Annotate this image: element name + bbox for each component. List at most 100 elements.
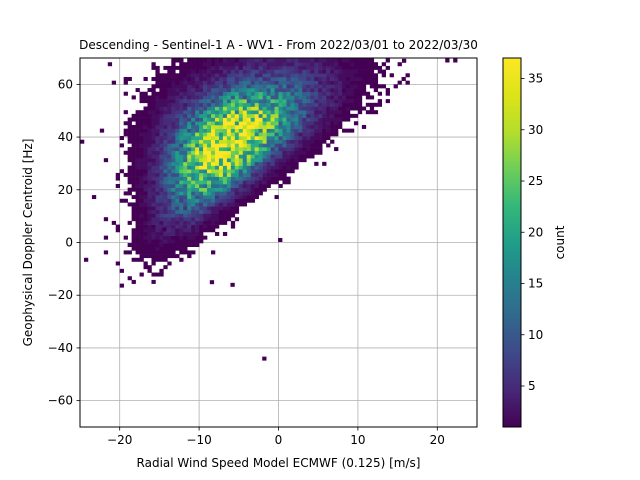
histogram-bin — [246, 58, 252, 63]
histogram-bin — [353, 113, 359, 118]
histogram-bin — [143, 198, 148, 203]
histogram-bin — [203, 158, 208, 163]
histogram-bin — [330, 110, 335, 115]
histogram-bin — [334, 124, 339, 129]
histogram-bin — [270, 172, 275, 177]
histogram-bin — [326, 80, 331, 85]
histogram-bin — [147, 113, 152, 118]
histogram-bin — [286, 113, 291, 118]
histogram-bin — [365, 73, 371, 78]
histogram-bin — [179, 224, 184, 229]
histogram-bin — [199, 110, 204, 115]
histogram-bin — [334, 80, 339, 85]
histogram-bin — [151, 209, 156, 214]
histogram-bin — [203, 213, 208, 218]
histogram-bin — [286, 180, 291, 185]
histogram-bin — [171, 228, 176, 233]
histogram-bin — [326, 102, 331, 107]
histogram-bin — [270, 62, 275, 67]
histogram-bin — [155, 169, 160, 174]
histogram-bin — [385, 58, 390, 63]
histogram-bin — [159, 165, 164, 170]
histogram-bin — [135, 195, 140, 200]
histogram-bin — [250, 183, 255, 188]
histogram-bin — [211, 165, 216, 170]
histogram-bin — [139, 231, 144, 236]
histogram-bin — [143, 243, 148, 248]
histogram-bin — [187, 231, 192, 236]
histogram-bin — [290, 139, 295, 144]
histogram-bin — [310, 113, 315, 118]
histogram-bin — [214, 206, 220, 211]
histogram-bin — [258, 172, 263, 177]
histogram-bin — [163, 220, 168, 225]
histogram-bin — [214, 88, 220, 93]
histogram-bin — [143, 261, 148, 266]
histogram-bin — [159, 154, 164, 159]
histogram-bin — [310, 84, 315, 89]
histogram-bin — [314, 102, 319, 107]
histogram-bin — [222, 58, 228, 63]
histogram-bin — [175, 121, 180, 126]
histogram-bin — [242, 158, 248, 163]
histogram-bin — [310, 95, 315, 100]
histogram-bin — [234, 150, 240, 155]
histogram-bin — [207, 73, 212, 78]
histogram-bin — [135, 161, 140, 166]
histogram-bin — [318, 69, 323, 74]
histogram-bin — [214, 169, 220, 174]
histogram-bin — [179, 172, 184, 177]
histogram-bin — [171, 246, 176, 251]
histogram-bin — [183, 143, 188, 148]
histogram-bin — [282, 110, 287, 115]
histogram-bin — [135, 206, 140, 211]
histogram-bin — [326, 88, 331, 93]
histogram-bin — [349, 99, 355, 104]
histogram-bin-outlier — [209, 280, 215, 285]
histogram-bin — [369, 62, 375, 67]
histogram-bin — [326, 124, 331, 129]
histogram-bin — [163, 172, 168, 177]
histogram-bin — [361, 62, 367, 67]
histogram-bin — [318, 113, 323, 118]
histogram-bin — [314, 110, 319, 115]
histogram-bin — [211, 195, 216, 200]
histogram-bin — [191, 176, 196, 181]
histogram-bin — [274, 80, 279, 85]
histogram-bin — [274, 150, 279, 155]
histogram-bin — [151, 239, 156, 244]
histogram-bin — [195, 235, 200, 240]
histogram-bin — [230, 195, 236, 200]
histogram-bin — [290, 169, 295, 174]
histogram-bin — [167, 132, 172, 137]
histogram-bin — [250, 102, 255, 107]
histogram-bin — [377, 91, 383, 96]
histogram-bin — [214, 172, 220, 177]
histogram-bin — [250, 117, 255, 122]
histogram-bin — [155, 139, 160, 144]
histogram-bin — [187, 198, 192, 203]
histogram-bin — [338, 58, 343, 63]
histogram-bin — [405, 73, 410, 78]
histogram-bin — [167, 169, 172, 174]
histogram-bin — [286, 88, 291, 93]
histogram-bin — [167, 106, 172, 111]
histogram-bin — [151, 136, 156, 141]
histogram-bin — [187, 206, 192, 211]
histogram-bin — [266, 136, 271, 141]
histogram-bin — [302, 128, 307, 133]
histogram-bin — [334, 132, 339, 137]
histogram-bin — [262, 132, 267, 137]
histogram-bin — [163, 117, 168, 122]
histogram-bin — [203, 110, 208, 115]
histogram-bin — [103, 217, 109, 222]
histogram-bin — [151, 154, 156, 159]
histogram-bin — [294, 161, 299, 166]
histogram-bin — [179, 106, 184, 111]
histogram-bin — [222, 161, 228, 166]
histogram-bin — [246, 110, 252, 115]
histogram-bin — [302, 154, 307, 159]
histogram-bin — [179, 102, 184, 107]
histogram-bin — [207, 136, 212, 141]
histogram-bin — [183, 202, 188, 207]
